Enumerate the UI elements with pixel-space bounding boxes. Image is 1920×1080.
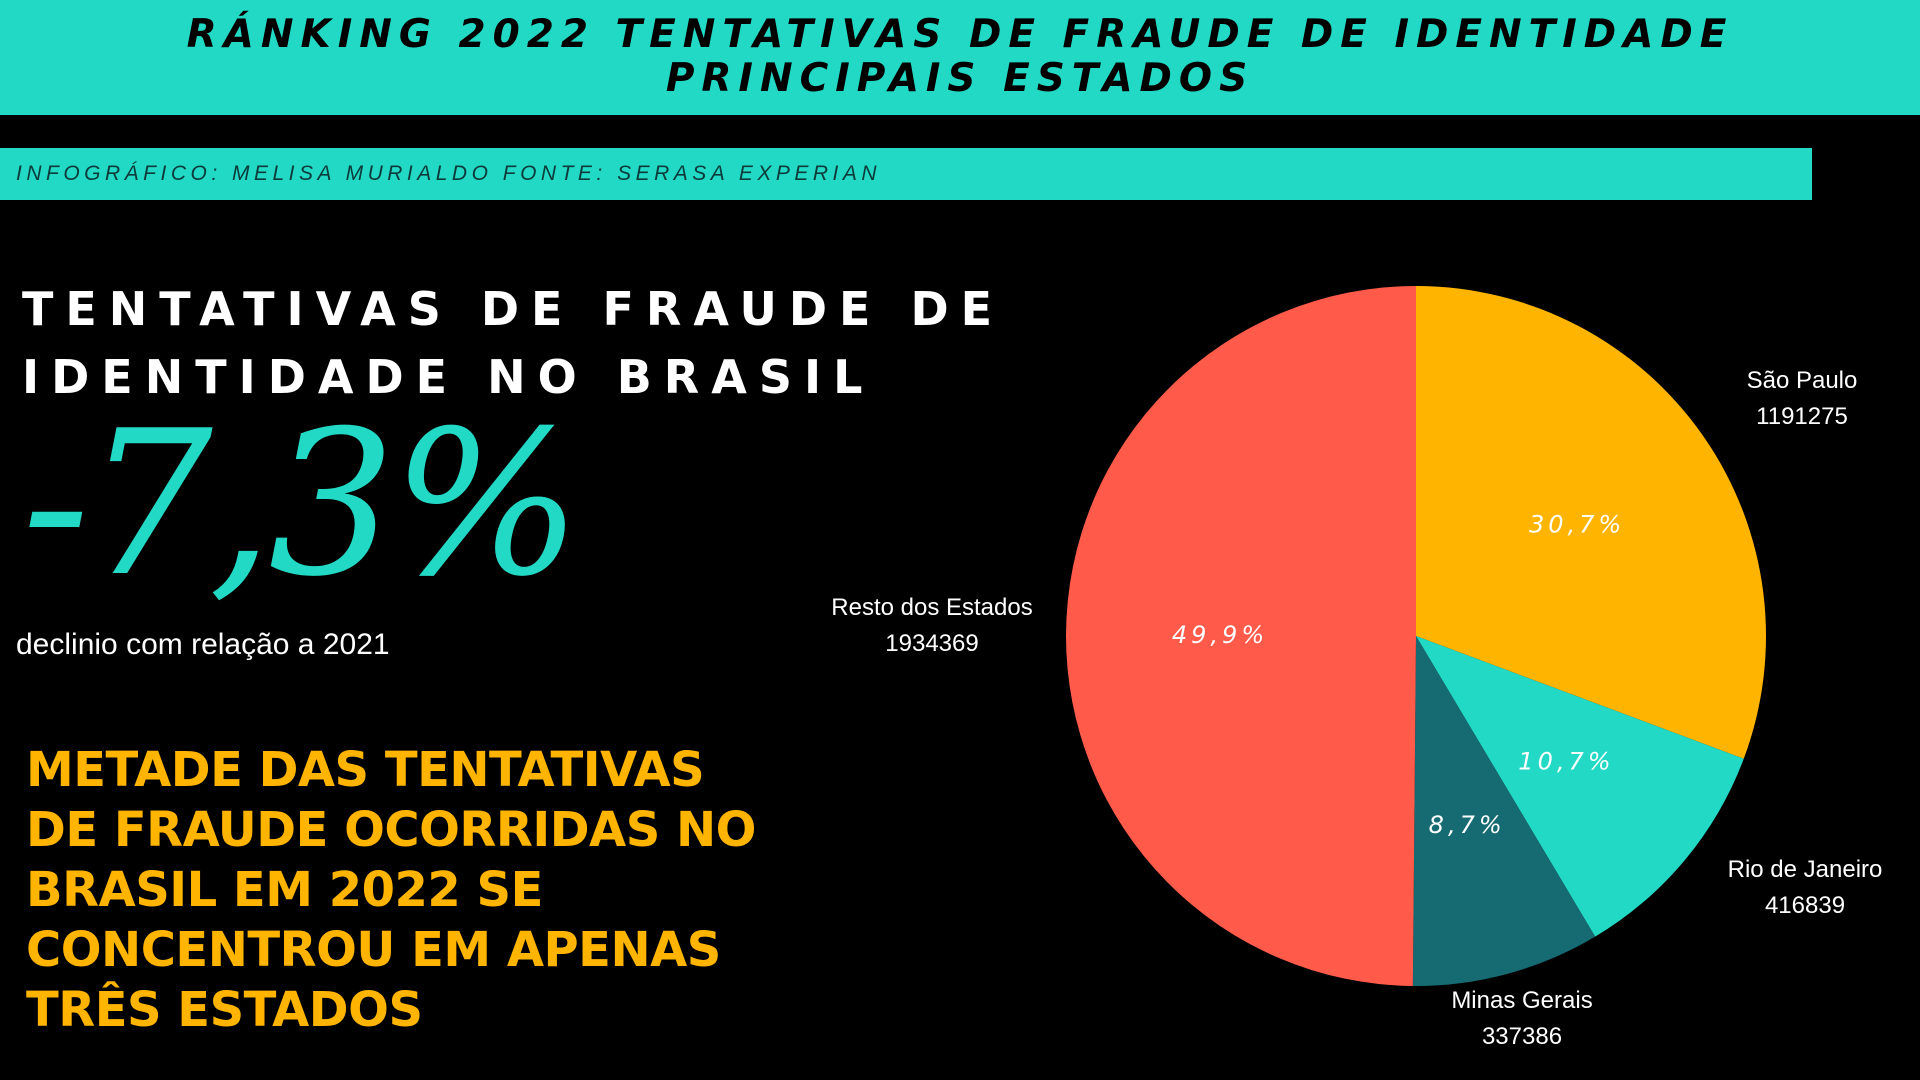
pie-slice-rio-de-janeiro [1416, 636, 1744, 937]
slice-percent-label: 30,7% [1529, 510, 1625, 538]
slice-value-label: 1934369 [885, 630, 978, 657]
title-line-1: RÁNKING 2022 TENTATIVAS DE FRAUDE DE IDE… [186, 12, 1734, 57]
callout-line: DE FRAUDE OCORRIDAS NO [26, 802, 756, 858]
slice-percent-label: 10,7% [1518, 748, 1614, 776]
callout-line: CONCENTROU EM APENAS [26, 922, 721, 978]
headline: TENTATIVAS DE FRAUDE DE IDENTIDADE NO BR… [22, 275, 1005, 411]
pie-slice-s-o-paulo [1416, 286, 1766, 759]
slice-category-label: São Paulo [1747, 367, 1858, 394]
callout-text: METADE DAS TENTATIVAS DE FRAUDE OCORRIDA… [26, 740, 826, 1040]
credit-bar: INFOGRÁFICO: MELISA MURIALDO FONTE: SERA… [0, 148, 1812, 200]
title-line-2: PRINCIPAIS ESTADOS [665, 56, 1255, 101]
pie-slice-minas-gerais [1412, 636, 1596, 986]
pie-slice-resto-dos-estados [1066, 286, 1416, 986]
callout-line: METADE DAS TENTATIVAS [26, 742, 705, 798]
slice-percent-label: 8,7% [1429, 811, 1506, 839]
title-banner: RÁNKING 2022 TENTATIVAS DE FRAUDE DE IDE… [0, 0, 1920, 115]
decline-caption: declinio com relação a 2021 [16, 628, 390, 661]
slice-value-label: 416839 [1765, 892, 1845, 919]
slice-percent-label: 49,9% [1172, 621, 1268, 649]
slice-value-label: 1191275 [1756, 403, 1848, 430]
credit-text: INFOGRÁFICO: MELISA MURIALDO FONTE: SERA… [16, 162, 882, 185]
callout-line: TRÊS ESTADOS [26, 982, 423, 1038]
slice-category-label: Rio de Janeiro [1728, 856, 1883, 883]
slice-value-label: 337386 [1482, 1023, 1562, 1050]
slice-category-label: Resto dos Estados [831, 594, 1032, 621]
headline-line-1: TENTATIVAS DE FRAUDE DE [22, 282, 1005, 336]
headline-line-2: IDENTIDADE NO BRASIL [22, 350, 875, 404]
big-number-stat: -7,3% [22, 388, 582, 621]
callout-line: BRASIL EM 2022 SE [26, 862, 543, 918]
slice-category-label: Minas Gerais [1451, 987, 1592, 1014]
